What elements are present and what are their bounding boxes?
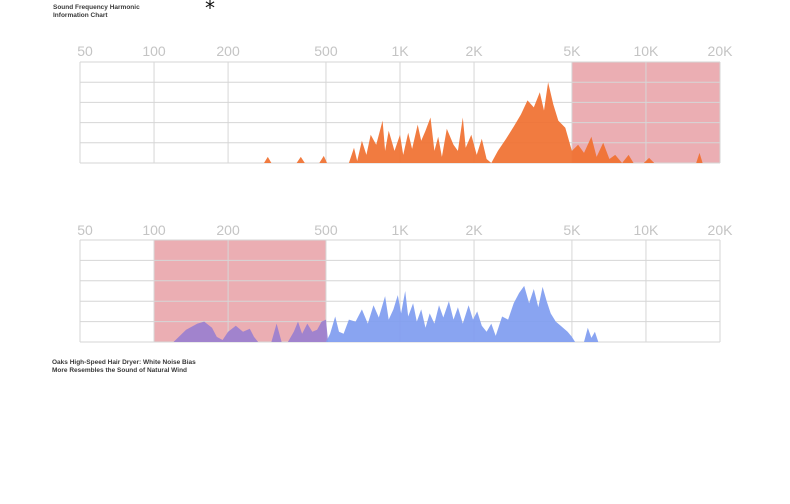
x-tick-label: 10K [633, 43, 659, 59]
x-tick-label: 200 [216, 222, 240, 238]
x-tick-label: 20K [708, 43, 734, 59]
x-tick-label: 200 [216, 43, 240, 59]
asterisk-mark: * [205, 0, 215, 20]
x-tick-label: 5K [563, 43, 581, 59]
chart-caption: Oaks High-Speed Hair Dryer: White Noise … [52, 359, 196, 374]
series-area [264, 82, 703, 163]
x-tick-label: 50 [77, 43, 93, 59]
x-tick-label: 500 [314, 222, 338, 238]
x-tick-label: 2K [465, 43, 483, 59]
chart-title: Sound Frequency Harmonic Information Cha… [53, 4, 140, 19]
x-tick-label: 1K [391, 222, 409, 238]
frequency-chart-top: 50 100 200 500 1K 2K 5K 10K 20K [77, 43, 734, 164]
x-tick-label: 2K [465, 222, 483, 238]
x-tick-label: 50 [77, 222, 93, 238]
series-area [173, 319, 329, 342]
x-tick-label: 5K [563, 222, 581, 238]
x-tick-label: 500 [314, 43, 338, 59]
x-tick-label: 100 [142, 43, 166, 59]
series-area [326, 285, 599, 342]
highlight-band [154, 240, 326, 342]
x-tick-label: 10K [633, 222, 659, 238]
x-tick-label: 1K [391, 43, 409, 59]
x-tick-label: 100 [142, 222, 166, 238]
frequency-chart-bottom: 50 100 200 500 1K 2K 5K 10K 20K [77, 222, 734, 343]
x-tick-label: 20K [708, 222, 734, 238]
